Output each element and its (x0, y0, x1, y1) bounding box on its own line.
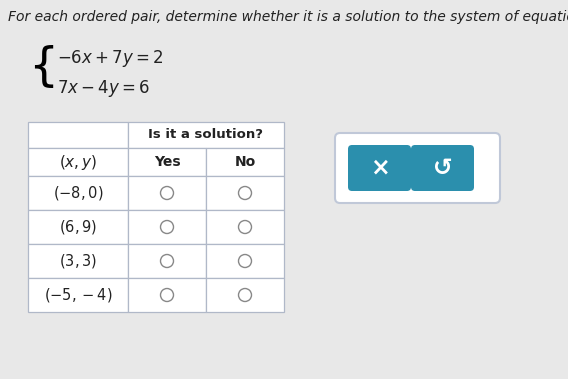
Bar (128, 148, 206, 176)
Bar (28, 244, 128, 278)
Bar (128, 278, 206, 312)
Bar (128, 176, 206, 210)
Bar (28, 278, 128, 312)
Text: $-6x+7y=2$: $-6x+7y=2$ (57, 48, 164, 69)
Text: No: No (235, 155, 256, 169)
Bar (28, 210, 128, 244)
Bar (128, 244, 206, 278)
Bar (128, 210, 206, 244)
Text: Is it a solution?: Is it a solution? (148, 128, 264, 141)
Bar (28, 122, 128, 148)
Bar (28, 148, 128, 176)
Text: ×: × (370, 156, 390, 180)
Bar (206, 278, 284, 312)
FancyBboxPatch shape (335, 133, 500, 203)
Text: ↺: ↺ (433, 156, 452, 180)
Bar (206, 148, 284, 176)
Text: Yes: Yes (154, 155, 180, 169)
Bar (206, 210, 284, 244)
Text: $(3, 3)$: $(3, 3)$ (59, 252, 97, 270)
Bar (206, 244, 284, 278)
Text: $(6, 9)$: $(6, 9)$ (59, 218, 97, 236)
Bar (206, 176, 284, 210)
Bar (128, 122, 284, 148)
Text: $(-8, 0)$: $(-8, 0)$ (53, 184, 103, 202)
FancyBboxPatch shape (411, 145, 474, 191)
FancyBboxPatch shape (348, 145, 411, 191)
Text: $(x, y)$: $(x, y)$ (59, 152, 97, 172)
Text: {: { (28, 45, 58, 91)
Text: $(-5, -4)$: $(-5, -4)$ (44, 286, 112, 304)
Text: For each ordered pair, determine whether it is a solution to the system of equat: For each ordered pair, determine whether… (8, 10, 568, 24)
Text: $7x-4y=6$: $7x-4y=6$ (57, 78, 150, 99)
Bar (28, 176, 128, 210)
